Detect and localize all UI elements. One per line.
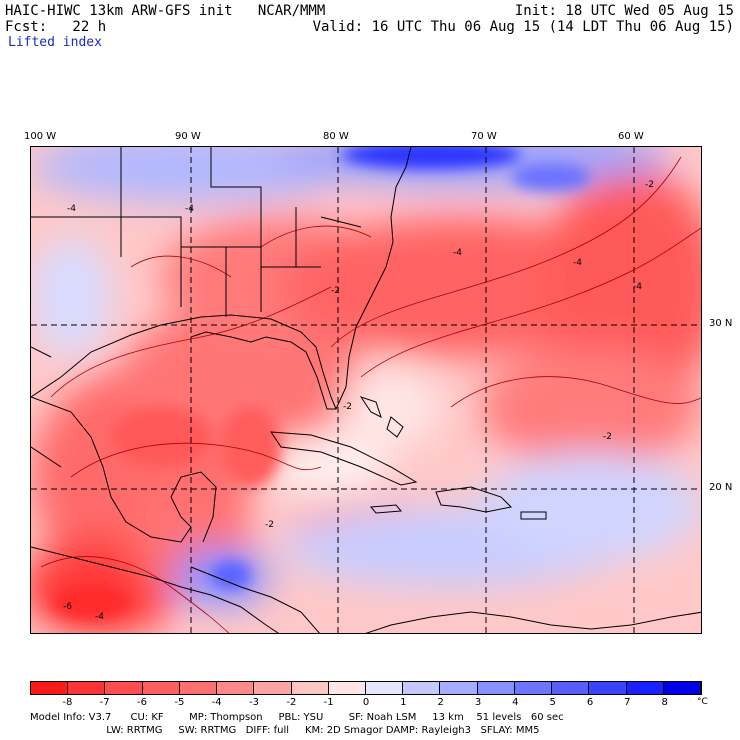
init-time: Init: 18 UTC Wed 05 Aug 15	[514, 3, 734, 19]
colorbar-segment	[626, 682, 664, 694]
colorbar-tick-label: 7	[624, 697, 631, 708]
colorbar-segment	[365, 682, 404, 694]
contour-label: -2	[265, 520, 274, 530]
colorbar-segment	[589, 682, 627, 694]
colorbar-segment	[179, 682, 218, 694]
colorbar-segment	[477, 682, 515, 694]
model-info-line1: Model Info: V3.7 CU: KF MP: Thompson PBL…	[30, 712, 564, 723]
colorbar-segment	[403, 682, 441, 694]
colorbar-segment	[514, 682, 553, 694]
lat-label-20n: 20 N	[709, 482, 733, 493]
lon-label-70w: 70 W	[471, 131, 497, 142]
colorbar-segment	[31, 682, 69, 694]
colorbar-unit: °C	[697, 697, 708, 707]
model-title: HAIC-HIWC 13km ARW-GFS init NCAR/MMM	[5, 3, 326, 19]
colorbar-tick-label: 0	[362, 697, 370, 708]
colorbar-tick-label: 1	[400, 697, 407, 708]
contour-labels: -4 -4 -4 -2 -4 -2 -4 -2 -6 -4 -2 -2	[63, 180, 654, 622]
colorbar-tick-label: 6	[586, 697, 594, 708]
contour-label: -4	[633, 282, 642, 292]
colorbar-segment	[254, 682, 292, 694]
model-info-line2: LW: RRTMG SW: RRTMG DIFF: full KM: 2D Sm…	[30, 725, 540, 736]
contour-label: -4	[185, 204, 194, 214]
map-canvas: -4 -4 -4 -2 -4 -2 -4 -2 -6 -4 -2 -2	[31, 147, 701, 633]
colorbar-tick-label: -6	[137, 697, 147, 708]
colorbar-tick-label: -3	[249, 697, 259, 708]
lifted-index-map: -4 -4 -4 -2 -4 -2 -4 -2 -6 -4 -2 -2	[30, 146, 702, 634]
contour-label: -4	[453, 248, 462, 258]
colorbar-tick-label: -1	[323, 697, 334, 708]
colorbar-segment	[552, 682, 590, 694]
contour-label: -2	[343, 402, 352, 412]
colorbar-segment	[142, 682, 180, 694]
colorbar-tick-label: 4	[512, 697, 519, 708]
lon-label-80w: 80 W	[323, 131, 349, 142]
colorbar-tick-label: 3	[474, 697, 482, 708]
lon-label-60w: 60 W	[618, 131, 644, 142]
contour-label: -2	[331, 286, 340, 296]
contour-label: -2	[645, 180, 654, 190]
colorbar-tick-label: -8	[62, 697, 73, 708]
contour-label: -6	[63, 602, 72, 612]
colorbar-segment	[440, 682, 478, 694]
colorbar-segment	[328, 682, 366, 694]
colorbar-segment	[217, 682, 255, 694]
contour-label: -4	[95, 612, 104, 622]
colorbar-tick-label: -2	[286, 697, 297, 708]
colorbar-tick-label: 8	[661, 697, 668, 708]
coastlines	[31, 147, 701, 633]
contour-label: -2	[603, 432, 612, 442]
contour-label: -4	[67, 204, 76, 214]
colorbar-segment	[105, 682, 143, 694]
field-shading	[31, 147, 701, 633]
colorbar-tick-label: 5	[549, 697, 556, 708]
contour-label: -4	[573, 258, 582, 268]
lon-label-100w: 100 W	[24, 131, 57, 142]
valid-time: Valid: 16 UTC Thu 06 Aug 15 (14 LDT Thu …	[312, 19, 734, 35]
forecast-hour: Fcst: 22 h	[5, 19, 107, 35]
colorbar-tick-label: -7	[99, 697, 110, 708]
colorbar-tick-label: -4	[211, 697, 222, 708]
colorbar-segment	[291, 682, 329, 694]
field-name: Lifted index	[8, 35, 102, 50]
colorbar-segment	[663, 682, 701, 694]
colorbar-segment	[68, 682, 106, 694]
field-details	[51, 147, 591, 620]
colorbar	[30, 681, 702, 695]
colorbar-tick-label: -5	[174, 697, 185, 708]
lat-label-30n: 30 N	[709, 318, 733, 329]
colorbar-tick-label: 2	[437, 697, 444, 708]
lon-label-90w: 90 W	[175, 131, 201, 142]
lat-lon-grid	[31, 147, 701, 633]
